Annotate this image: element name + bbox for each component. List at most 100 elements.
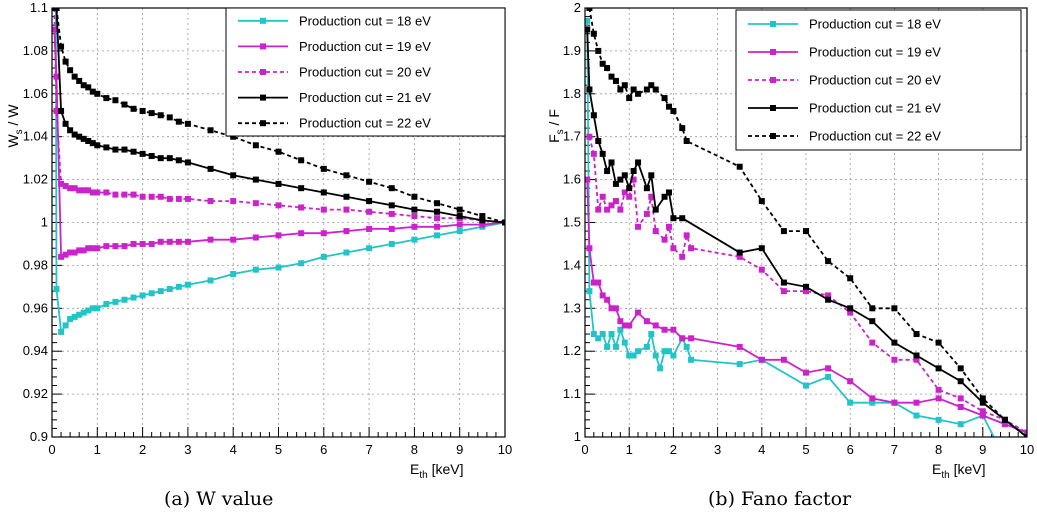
data-point — [590, 112, 597, 119]
data-point — [590, 331, 597, 338]
legend-label: Production cut = 22 eV — [299, 116, 431, 131]
data-point — [736, 163, 743, 170]
data-point — [148, 240, 155, 247]
data-point — [595, 47, 602, 54]
data-point — [456, 228, 463, 235]
data-point — [935, 386, 942, 393]
data-point — [847, 305, 854, 312]
data-point — [112, 191, 119, 198]
data-point — [626, 193, 633, 200]
data-point — [679, 215, 686, 222]
data-point — [617, 176, 624, 183]
series-line-5 — [55, 8, 505, 224]
data-point — [665, 348, 672, 355]
legend: Production cut = 18 eV Production cut = 1… — [735, 9, 1022, 151]
data-point — [343, 206, 350, 213]
data-point — [617, 318, 624, 325]
data-point — [157, 112, 164, 119]
data-point — [80, 82, 87, 89]
data-point — [595, 279, 602, 286]
data-point — [758, 356, 765, 363]
data-point — [630, 352, 637, 359]
data-point — [112, 97, 119, 104]
data-point — [803, 228, 809, 235]
data-point — [652, 86, 659, 93]
data-point — [366, 245, 373, 252]
data-point — [891, 356, 898, 363]
legend-marker — [770, 105, 776, 111]
data-point — [758, 198, 765, 205]
data-point — [621, 189, 628, 196]
data-point — [139, 240, 146, 247]
data-point — [175, 157, 182, 164]
data-point — [780, 356, 787, 363]
data-point — [679, 125, 686, 132]
y-tick-label: 1.6 — [563, 172, 581, 187]
data-point — [957, 378, 964, 385]
legend: Production cut = 18 eV Production cut = 1… — [225, 7, 506, 137]
data-point — [891, 399, 898, 406]
legend-label: Production cut = 22 eV — [809, 129, 941, 144]
data-point — [207, 127, 214, 134]
data-point — [621, 322, 628, 329]
data-point — [130, 191, 137, 198]
data-point — [604, 296, 611, 303]
data-point — [825, 292, 832, 299]
data-point — [67, 127, 74, 134]
legend-label: Production cut = 18 eV — [809, 17, 941, 32]
data-point — [758, 266, 765, 273]
data-point — [343, 193, 350, 200]
data-point — [1001, 421, 1008, 428]
data-point — [76, 133, 83, 140]
data-point — [612, 305, 619, 312]
x-tick-label: 9 — [456, 442, 463, 457]
data-point — [643, 318, 650, 325]
data-point — [139, 292, 146, 299]
data-point — [411, 213, 418, 220]
data-point — [76, 187, 83, 194]
data-point — [652, 206, 659, 213]
data-point — [803, 369, 809, 376]
y-tick-label: 1 — [574, 429, 581, 444]
data-point — [388, 202, 395, 209]
series-group — [52, 8, 505, 335]
data-point — [80, 187, 87, 194]
data-point — [94, 245, 101, 252]
x-tick-label: 2 — [670, 442, 677, 457]
data-point — [89, 88, 96, 95]
data-point — [621, 339, 628, 346]
y-tick-label: 1.7 — [563, 129, 581, 144]
data-point — [320, 189, 327, 196]
data-point — [665, 189, 672, 196]
data-point — [166, 155, 173, 162]
data-point — [298, 185, 305, 192]
data-point — [94, 305, 101, 312]
data-point — [643, 210, 650, 217]
x-tick-label: 8 — [411, 442, 418, 457]
data-point — [58, 253, 65, 260]
data-point — [935, 365, 942, 372]
data-point — [913, 352, 920, 359]
data-point — [652, 352, 659, 359]
data-point — [366, 198, 373, 205]
data-point — [604, 343, 611, 350]
data-point — [320, 206, 327, 213]
data-point — [586, 245, 593, 252]
data-point — [913, 412, 920, 419]
x-tick-label: 4 — [230, 442, 237, 457]
data-point — [62, 251, 69, 258]
data-point — [252, 234, 259, 241]
legend-label: Production cut = 18 eV — [299, 13, 431, 28]
data-point — [103, 95, 110, 102]
data-point — [53, 73, 60, 80]
data-point — [112, 146, 119, 153]
x-tick-label: 3 — [714, 442, 721, 457]
data-point — [683, 232, 690, 239]
data-point — [635, 223, 642, 230]
data-point — [275, 264, 282, 271]
data-point — [411, 206, 418, 213]
data-point — [58, 43, 65, 50]
data-point — [148, 290, 155, 297]
legend-label: Production cut = 19 eV — [299, 39, 431, 54]
data-point — [595, 137, 602, 144]
